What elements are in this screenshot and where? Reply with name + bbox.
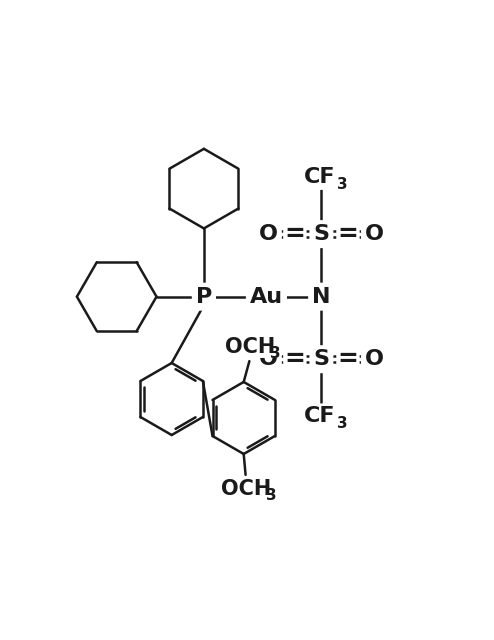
- Text: P: P: [196, 287, 212, 307]
- Text: OCH: OCH: [225, 337, 275, 356]
- Text: =: =: [337, 222, 358, 246]
- Text: 3: 3: [337, 177, 348, 193]
- Text: =: =: [285, 222, 305, 246]
- Text: CF: CF: [304, 167, 335, 188]
- Text: O: O: [365, 224, 384, 244]
- Text: S: S: [313, 224, 329, 244]
- Text: CF: CF: [304, 406, 335, 426]
- Text: OCH: OCH: [221, 479, 272, 499]
- Text: N: N: [312, 287, 330, 307]
- Text: O: O: [259, 224, 278, 244]
- Text: 3: 3: [270, 346, 281, 361]
- Text: Au: Au: [250, 287, 283, 307]
- Text: =: =: [285, 348, 305, 371]
- Text: 3: 3: [337, 416, 348, 431]
- Text: O: O: [365, 349, 384, 369]
- Text: 3: 3: [266, 488, 277, 503]
- Text: O: O: [259, 349, 278, 369]
- Text: S: S: [313, 349, 329, 369]
- Text: =: =: [337, 348, 358, 371]
